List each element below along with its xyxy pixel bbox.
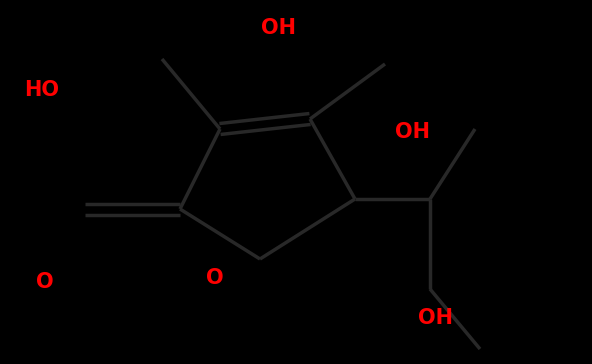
Text: OH: OH: [260, 18, 295, 38]
Text: HO: HO: [24, 80, 60, 100]
Text: O: O: [206, 268, 224, 288]
Text: OH: OH: [418, 308, 453, 328]
Text: OH: OH: [395, 122, 430, 142]
Text: O: O: [36, 272, 54, 292]
